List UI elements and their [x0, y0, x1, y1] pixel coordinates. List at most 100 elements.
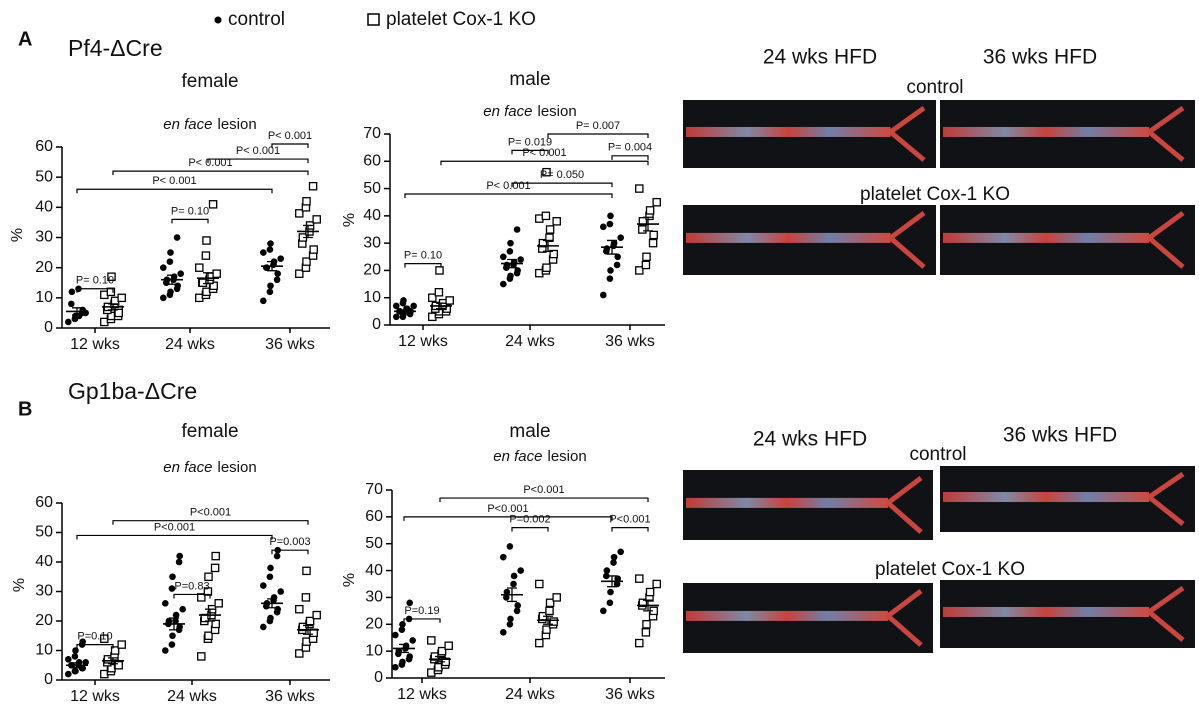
p-value-label: P<0.001	[190, 507, 231, 519]
subtitle-text: lesion	[218, 459, 257, 476]
error-bar	[169, 617, 179, 631]
error-bar	[435, 655, 445, 663]
p-value-label: P< 0.001	[268, 130, 312, 142]
data-point	[214, 599, 223, 608]
y-tick-label: 30	[363, 234, 381, 251]
data-point	[392, 631, 399, 639]
error-bar	[543, 239, 553, 252]
data-point	[549, 617, 558, 626]
data-point	[312, 610, 321, 620]
y-tick-label: 10	[35, 289, 53, 306]
data-point	[267, 614, 274, 622]
p-value-label: P< 0.001	[522, 147, 566, 159]
image-row-label: platelet Cox-1 KO	[875, 559, 1025, 580]
y-tick-label: 30	[35, 229, 53, 246]
aorta-branch	[1147, 471, 1185, 526]
data-point	[617, 234, 624, 241]
data-point	[652, 197, 661, 207]
subtitle-italic: en face	[483, 103, 532, 120]
data-point	[308, 181, 318, 191]
data-point	[507, 615, 514, 623]
significance-bracket	[511, 527, 549, 532]
y-tick-label: 30	[35, 583, 53, 600]
data-point	[169, 573, 176, 581]
data-point	[538, 238, 548, 248]
significance-bracket	[611, 527, 649, 532]
y-tick-label: 40	[35, 199, 53, 216]
data-point	[603, 567, 611, 574]
p-value-label: P<0.001	[487, 503, 528, 515]
data-point	[410, 302, 418, 310]
data-point	[638, 217, 648, 226]
data-point	[177, 270, 184, 278]
data-point	[652, 579, 661, 589]
y-tick-label: 60	[35, 138, 53, 155]
data-point	[204, 631, 213, 641]
significance-bracket	[76, 188, 273, 194]
data-point	[160, 294, 167, 302]
error-bar	[507, 258, 517, 269]
error-bar	[108, 657, 118, 665]
data-point	[114, 661, 123, 670]
data-point	[201, 251, 211, 260]
data-point	[641, 260, 651, 270]
aorta-branch	[886, 589, 923, 647]
data-point	[500, 253, 507, 261]
y-tick-label: 20	[35, 259, 53, 276]
chart-title: male	[509, 421, 550, 442]
y-tick-label: 0	[44, 319, 53, 336]
data-point	[82, 309, 89, 317]
error-bar	[507, 587, 517, 603]
p-value-label: P=0.83	[174, 580, 209, 592]
x-tick-label: 12 wks	[70, 336, 120, 353]
data-point	[277, 255, 285, 262]
significance-bracket	[403, 618, 441, 623]
p-value-label: P= 0.007	[576, 120, 620, 132]
data-point	[399, 658, 406, 666]
x-tick-label: 36 wks	[605, 686, 655, 703]
x-tick-label: 24 wks	[167, 688, 217, 705]
data-point	[263, 264, 271, 271]
data-point	[68, 300, 75, 308]
subtitle-italic: en face	[493, 448, 542, 465]
data-point	[305, 616, 315, 626]
y-tick-label: 40	[35, 553, 53, 570]
data-point	[168, 585, 176, 592]
data-point	[513, 226, 521, 233]
subtitle-text: lesion	[548, 448, 587, 465]
data-point	[295, 209, 304, 218]
data-point	[176, 552, 183, 560]
y-tick-label: 60	[363, 153, 381, 170]
data-point	[172, 611, 180, 619]
panel-label: B	[18, 398, 32, 420]
data-point	[500, 553, 507, 561]
x-tick-label: 24 wks	[505, 686, 555, 703]
error-bar	[72, 307, 82, 316]
data-point	[514, 267, 521, 274]
significance-bracket	[112, 520, 309, 525]
significance-bracket	[611, 155, 649, 160]
data-point	[273, 552, 281, 560]
panel-title: Gp1ba-ΔCre	[68, 378, 197, 404]
data-point	[610, 559, 617, 566]
data-point	[260, 623, 267, 631]
y-tick-label: 40	[363, 207, 381, 224]
data-point	[517, 567, 524, 574]
image-column-label: 36 wks HFD	[1003, 424, 1117, 447]
y-tick-label: 50	[365, 535, 383, 552]
data-point	[645, 206, 655, 215]
data-point	[166, 258, 174, 265]
data-point	[510, 580, 517, 588]
data-point	[600, 607, 607, 615]
data-point	[635, 184, 644, 193]
y-tick-label: 70	[365, 481, 383, 498]
x-tick-label: 36 wks	[605, 333, 655, 350]
data-point	[203, 587, 213, 596]
data-point	[65, 318, 72, 326]
error-bar	[167, 274, 177, 285]
data-point	[208, 200, 218, 209]
p-value-label: P= 0.10	[171, 205, 209, 217]
data-point	[507, 272, 514, 280]
significance-bracket	[76, 534, 273, 540]
y-tick-label: 10	[363, 289, 381, 306]
